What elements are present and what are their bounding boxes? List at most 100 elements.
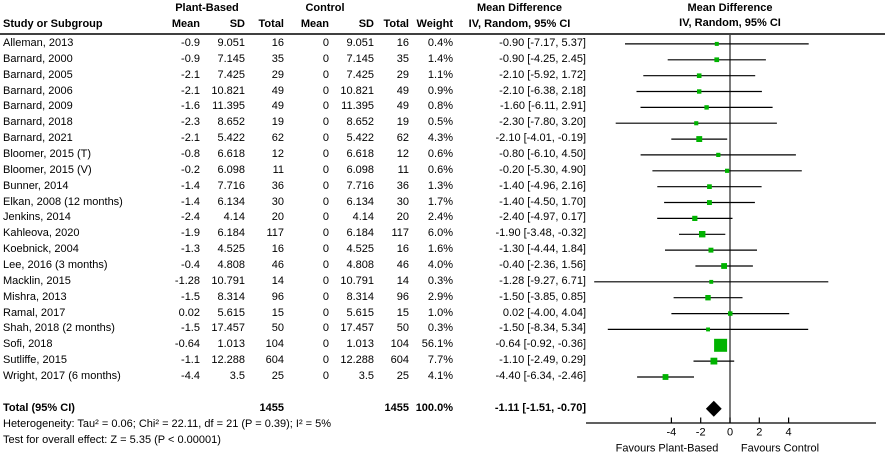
mean-plant: -2.1	[181, 84, 200, 97]
total-control: 49	[396, 84, 409, 97]
mean-plant: -0.8	[181, 148, 200, 161]
favours-left-label: Favours Plant-Based	[616, 443, 719, 455]
table-row: Bloomer, 2015 (T) -0.8 6.618 12 0 6.618 12 0.6%…	[0, 147, 885, 163]
study-name: Barnard, 2006	[3, 84, 73, 97]
column-header-weight: Weight	[416, 18, 453, 30]
mean-plant: -1.3	[181, 243, 200, 256]
mean-control: 0	[322, 338, 329, 351]
weight-value: 7.7%	[427, 354, 453, 367]
sd-control: 10.791	[340, 274, 374, 287]
sd-plant: 12.288	[211, 354, 245, 367]
study-name: Mishra, 2013	[3, 290, 67, 303]
study-name: Kahleova, 2020	[3, 227, 80, 240]
mean-control: 0	[322, 163, 329, 176]
sd-control: 10.821	[340, 84, 374, 97]
mean-control: 0	[322, 211, 329, 224]
study-name: Barnard, 2000	[3, 52, 73, 65]
sd-control: 4.525	[346, 243, 374, 256]
total-plant: 117	[266, 227, 284, 240]
mean-plant: -2.1	[181, 68, 200, 81]
ci-text: -1.90 [-3.48, -0.32]	[495, 227, 587, 240]
sd-control: 5.615	[346, 306, 374, 319]
total-control: 117	[391, 227, 409, 240]
ci-text: -2.30 [-7.80, 3.20]	[499, 116, 586, 129]
sd-plant: 6.184	[217, 227, 245, 240]
ci-text: -1.50 [-8.34, 5.34]	[499, 322, 586, 335]
mean-control: 0	[322, 322, 329, 335]
table-row: Barnard, 2021 -2.1 5.422 62 0 5.422 62 4.3% -2.1…	[0, 131, 885, 147]
sd-plant: 6.098	[217, 163, 245, 176]
sd-control: 3.5	[358, 370, 374, 383]
sd-control: 1.013	[346, 338, 374, 351]
weight-value: 1.0%	[427, 306, 453, 319]
mean-control: 0	[322, 290, 329, 303]
column-header-total-2: Total	[383, 18, 409, 30]
sd-control: 4.808	[346, 259, 374, 272]
axis-tick-label: 2	[756, 427, 762, 439]
total-control: 20	[396, 211, 409, 224]
ci-text: -0.90 [-7.17, 5.37]	[499, 37, 586, 49]
study-name: Barnard, 2005	[3, 68, 73, 81]
column-header-mean-1: Mean	[171, 18, 200, 30]
total-control: 49	[396, 100, 409, 113]
study-name: Shah, 2018 (2 months)	[3, 322, 115, 335]
weight-value: 6.0%	[427, 227, 453, 240]
mean-control: 0	[322, 52, 329, 65]
sd-plant: 10.821	[211, 84, 245, 97]
study-name: Bloomer, 2015 (T)	[3, 148, 92, 161]
sd-plant: 17.457	[211, 322, 245, 335]
ci-text: -1.40 [-4.50, 1.70]	[499, 195, 586, 208]
total-n-plant: 1455	[259, 401, 284, 414]
mean-control: 0	[322, 84, 329, 97]
sd-plant: 7.145	[217, 52, 245, 65]
axis-tick-label: -2	[696, 427, 706, 439]
weight-value: 0.6%	[427, 148, 453, 161]
sd-control: 7.425	[346, 68, 374, 81]
sd-plant: 5.615	[217, 306, 245, 319]
mean-plant: -1.6	[181, 100, 200, 113]
ci-text: -1.60 [-6.11, 2.91]	[499, 100, 586, 113]
total-control: 96	[396, 290, 409, 303]
total-control: 14	[396, 274, 409, 287]
total-control: 62	[396, 132, 409, 145]
study-name: Macklin, 2015	[3, 274, 71, 287]
ci-text: -4.40 [-6.34, -2.46]	[495, 370, 587, 383]
sd-control: 7.145	[346, 52, 374, 65]
total-plant: 604	[265, 354, 284, 367]
total-control: 36	[396, 179, 409, 192]
mean-plant: -1.28	[174, 274, 200, 287]
table-row: Wright, 2017 (6 months) -4.4 3.5 25 0 3.5 25 4.…	[0, 369, 885, 385]
mean-control: 0	[322, 68, 329, 81]
sd-control: 6.184	[346, 227, 374, 240]
total-control: 16	[396, 243, 409, 256]
sd-plant: 4.14	[223, 211, 245, 224]
sd-plant: 6.134	[217, 195, 245, 208]
total-plant: 12	[271, 148, 284, 161]
mean-plant: -1.5	[181, 322, 200, 335]
mean-control: 0	[322, 116, 329, 129]
table-row: Elkan, 2008 (12 months) -1.4 6.134 30 0 6.134…	[0, 195, 885, 211]
group-header-plant-based: Plant-Based	[175, 2, 239, 14]
table-row: Barnard, 2000 -0.9 7.145 35 0 7.145 35 1.4% -0.9…	[0, 52, 885, 68]
study-name: Barnard, 2018	[3, 116, 73, 129]
mean-plant: -1.9	[181, 227, 200, 240]
weight-value: 1.4%	[427, 52, 453, 65]
mean-control: 0	[322, 227, 329, 240]
ci-text: -2.10 [-4.01, -0.19]	[495, 132, 587, 145]
weight-value: 0.3%	[427, 322, 453, 335]
sd-control: 8.314	[346, 290, 374, 303]
column-header-mean-2: Mean	[300, 18, 329, 30]
mean-plant: -1.1	[181, 354, 200, 367]
sd-plant: 8.314	[217, 290, 245, 303]
axis-tick-label: 0	[727, 427, 733, 439]
weight-value: 0.6%	[427, 163, 453, 176]
total-control: 46	[396, 259, 409, 272]
mean-plant: -2.3	[181, 116, 200, 129]
mean-control: 0	[322, 259, 329, 272]
study-name: Barnard, 2009	[3, 100, 73, 113]
sd-plant: 7.425	[217, 68, 245, 81]
axis-tick-label: -4	[667, 427, 677, 439]
ci-text: -1.40 [-4.96, 2.16]	[499, 179, 586, 192]
sd-control: 8.652	[346, 116, 374, 129]
table-row: Macklin, 2015 -1.28 10.791 14 0 10.791 14 0.3% -…	[0, 274, 885, 290]
